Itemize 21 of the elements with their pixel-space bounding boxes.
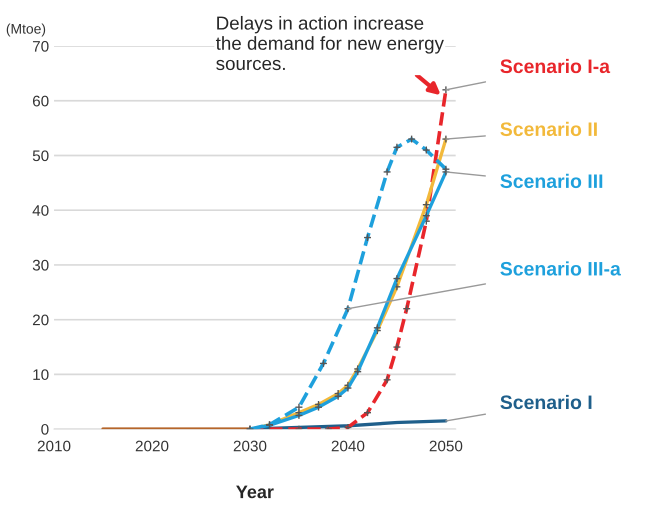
- x-tick-label: 2020: [136, 440, 168, 452]
- x-tick-label: 2010: [38, 440, 70, 452]
- x-tick-label: 2030: [234, 440, 266, 452]
- x-axis-title: Year: [236, 486, 274, 498]
- x-tick-label: 2040: [332, 440, 364, 452]
- y-tick-label: 10: [33, 369, 49, 380]
- text: Scenario I: [500, 394, 592, 410]
- y-tick-label: 0: [41, 424, 49, 435]
- y-tick-label: 20: [32, 314, 49, 326]
- x-tick-label: 2050: [430, 440, 462, 452]
- text: Scenario III-a: [500, 261, 621, 276]
- y-axis-title: (Mtoe): [6, 24, 46, 36]
- text: Scenario II: [500, 122, 597, 136]
- y-tick-label: 40: [32, 205, 49, 216]
- y-tick-label: 30: [32, 260, 49, 271]
- y-tick-label: 50: [32, 150, 49, 162]
- text: Scenario III: [500, 174, 602, 188]
- y-tick-label: 70: [32, 40, 49, 52]
- annotation: Delays in action increase the demand for new energy sources.: [216, 16, 444, 70]
- text: Scenario I-a: [500, 58, 610, 74]
- y-tick-label: 60: [32, 96, 49, 106]
